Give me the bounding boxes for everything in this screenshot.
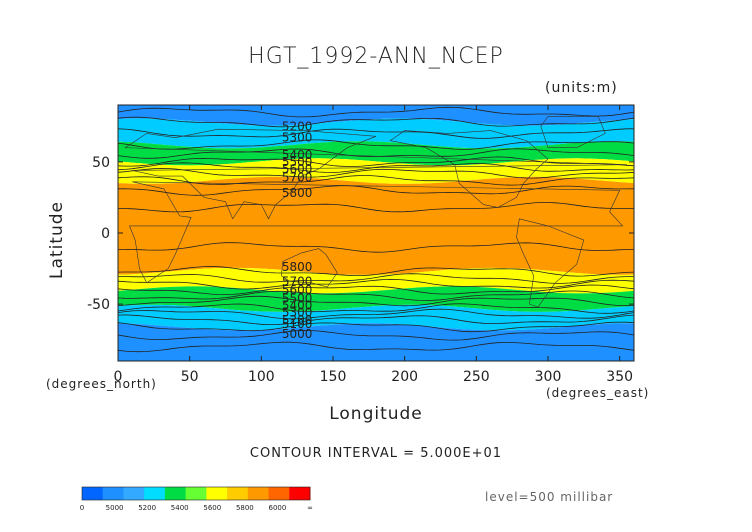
colorbar-tick-label: 0 (80, 504, 84, 512)
contour-labels: 5200530054005500560057005800580057005600… (282, 119, 313, 341)
colorbar-swatch (289, 487, 311, 500)
contour-line (117, 116, 635, 128)
contour-line (117, 128, 634, 139)
colorbar-tick-label: 5800 (236, 504, 254, 512)
contour-line (117, 106, 635, 118)
y-tick-label: 0 (101, 226, 110, 242)
contour-line (117, 341, 635, 353)
x-tick-label: 50 (181, 369, 199, 385)
contour-band (118, 158, 634, 184)
colorbar-tick-label: 6000 (269, 504, 287, 512)
contour-label: 5400 (282, 148, 313, 162)
contour-label: 5300 (282, 306, 313, 320)
colorbar-tick-label: 5600 (203, 504, 221, 512)
coastline (389, 130, 549, 208)
contour-band (118, 267, 634, 294)
contour-line (117, 330, 635, 341)
colorbar-swatch (144, 487, 166, 500)
contour-band (118, 141, 634, 166)
contour-interval-text: CONTOUR INTERVAL = 5.000E+01 (249, 446, 503, 461)
colorbar-swatch (206, 487, 228, 500)
contour-line (117, 202, 634, 213)
contour-label: 5700 (282, 274, 313, 288)
units-label: (units:m) (545, 80, 618, 96)
coastlines (124, 116, 627, 308)
contour-line (117, 314, 635, 325)
contour-label: 5600 (282, 162, 313, 176)
contour-line (117, 278, 635, 290)
chart-title: HGT_1992-ANN_NCEP (248, 44, 504, 69)
contour-line (117, 303, 635, 314)
contour-line (117, 284, 635, 296)
colorbar: 0 5000 5200 5400 5600 5800 6000 ∞ (80, 486, 313, 512)
x-unit-label: (degrees_east) (546, 386, 650, 400)
contour-line (117, 156, 635, 167)
coastline (540, 116, 606, 148)
coastline (124, 128, 627, 220)
contour-label: 5200 (282, 119, 313, 133)
colorbar-swatch (227, 487, 249, 500)
contour-line (117, 175, 635, 186)
y-unit-label: (degrees_north) (46, 377, 157, 391)
contour-line (117, 139, 635, 150)
contour-label: 5700 (282, 171, 313, 185)
contour-label: 5600 (282, 283, 313, 297)
colorbar-tick-label: 5400 (171, 504, 189, 512)
colorbar-swatch (82, 487, 104, 500)
contour-label: 5000 (282, 327, 313, 341)
colorbar-swatch (102, 487, 124, 500)
contour-line (117, 167, 635, 179)
colorbar-swatch (185, 487, 207, 500)
axis-ticks: 0 50 100 150 200 250 300 350 -50 0 50 (87, 105, 634, 385)
contour-label: 5200 (282, 313, 313, 327)
contour-label: 5500 (282, 155, 313, 169)
contour-label: 5100 (282, 317, 313, 331)
colorbar-tick-label: ∞ (307, 504, 313, 512)
contour-label: 5400 (282, 299, 313, 313)
contour-band (118, 105, 634, 126)
coastline (516, 218, 585, 308)
colorbar-frame (81, 486, 311, 501)
coastline (281, 248, 338, 288)
colorbar-tick-label: 5000 (106, 504, 124, 512)
x-tick-label: 200 (391, 369, 418, 385)
x-tick-label: 100 (248, 369, 275, 385)
colorbar-tick-label: 5200 (138, 504, 156, 512)
contour-label: 5500 (282, 291, 313, 305)
contour-line (118, 242, 635, 253)
x-tick-label: 300 (535, 369, 562, 385)
contour-line (117, 308, 635, 320)
contour-lines (117, 106, 635, 353)
y-tick-label: 50 (92, 155, 110, 171)
colorbar-swatch (247, 487, 270, 500)
x-tick-label: 0 (114, 369, 123, 385)
y-tick-label: -50 (87, 297, 110, 313)
level-text: level=500 millibar (485, 490, 614, 504)
x-axis-label: Longitude (329, 404, 423, 424)
x-tick-label: 350 (606, 369, 633, 385)
contour-line (117, 266, 635, 277)
contour-line (118, 273, 634, 284)
contour-label: 5800 (282, 260, 313, 274)
contour-band (118, 323, 634, 361)
x-tick-label: 250 (463, 369, 490, 385)
colorbar-swatch (123, 487, 145, 500)
contour-label: 5800 (282, 186, 313, 200)
contour-label: 5300 (282, 131, 313, 145)
colorbar-swatch (268, 487, 290, 500)
colorbar-swatch (164, 487, 187, 500)
contour-line (117, 321, 635, 333)
contour-bands (118, 105, 634, 361)
x-tick-label: 150 (320, 369, 347, 385)
contour-line (117, 295, 635, 307)
coastline (129, 181, 624, 284)
contour-line (118, 185, 635, 196)
